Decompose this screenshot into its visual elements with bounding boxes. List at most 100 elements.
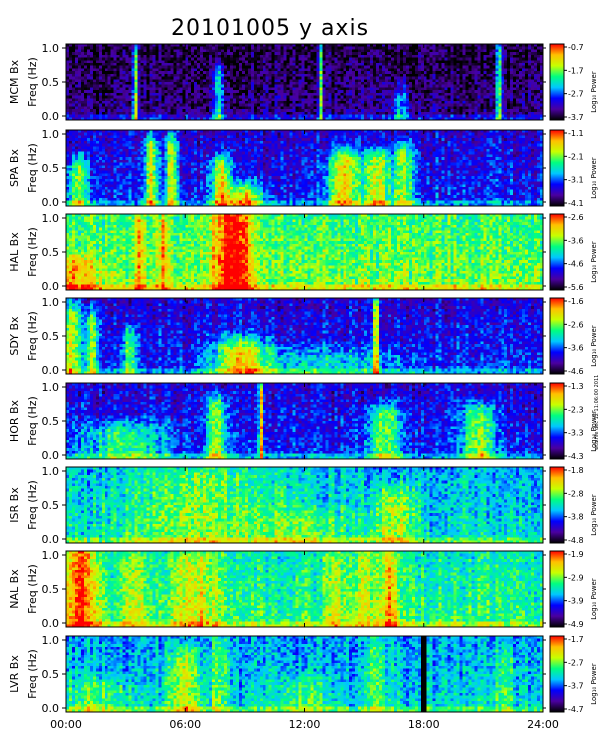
y-tick-label: 0.5 xyxy=(42,162,60,175)
colorbar-tick-label: -3.6 xyxy=(568,236,584,245)
colorbar-nal xyxy=(549,550,565,628)
file-stamp-note: wth.file dec 12 11:06:00 2011 xyxy=(594,374,600,450)
y-tick-label: 0.0 xyxy=(42,533,60,546)
y-tick-label: 0.5 xyxy=(42,668,60,681)
y-axis-label-freq: Freq (Hz) xyxy=(26,480,39,530)
panel-lvr: 1.0 0.5 0.0 LVR Bx Freq (Hz) -1.7 -2.7 -3.7 -4.7… xyxy=(8,634,598,715)
colorbar-tick-label: -1.7 xyxy=(568,635,584,644)
colorbar-label: Log₁₀ Power xyxy=(590,494,598,536)
y-tick-label: 1.0 xyxy=(42,212,60,225)
colorbar-tick-label: -1.1 xyxy=(568,129,584,138)
colorbar-tick-label: -2.9 xyxy=(568,573,584,582)
y-tick-label: 0.0 xyxy=(42,364,60,377)
panel-isr: 1.0 0.5 0.0 ISR Bx Freq (Hz) -1.8 -2.8 -3.8 -4.8… xyxy=(8,465,598,546)
chart-title: 20101005 y axis xyxy=(170,16,370,41)
y-tick-label: 0.5 xyxy=(42,246,60,259)
colorbar-tick-label: -4.8 xyxy=(568,536,584,545)
spectrogram-sdy xyxy=(66,298,543,374)
y-axis-label-station: MCM Bx xyxy=(8,59,21,104)
spectrogram-spa xyxy=(66,130,543,206)
colorbar-isr xyxy=(549,466,565,544)
colorbar-tick-label: -2.3 xyxy=(568,405,584,414)
y-axis-label-station: ISR Bx xyxy=(8,487,21,523)
y-axis-label-freq: Freq (Hz) xyxy=(26,564,39,614)
y-tick-label: 0.0 xyxy=(42,110,60,123)
y-tick-label: 0.5 xyxy=(42,415,60,428)
colorbar-label: Log₁₀ Power xyxy=(590,71,598,113)
colorbar-tick-label: -4.6 xyxy=(568,260,584,269)
colorbar-tick-label: -4.1 xyxy=(568,199,584,208)
colorbar-tick-label: -4.6 xyxy=(568,367,584,376)
colorbar-tick-label: -4.9 xyxy=(568,620,584,629)
panel-sdy: 1.0 0.5 0.0 SDY Bx Freq (Hz) -1.6 -2.6 -3.6 -4.6… xyxy=(8,296,598,377)
y-tick-label: 1.0 xyxy=(42,634,60,647)
spectrogram-mcm xyxy=(66,44,543,120)
colorbar-spa xyxy=(549,129,565,207)
x-tick-label: 12:00 xyxy=(289,718,321,731)
spectrogram-isr xyxy=(66,467,543,543)
colorbar-tick-label: -2.6 xyxy=(568,213,584,222)
y-tick-label: 1.0 xyxy=(42,128,60,141)
colorbar-label: Log₁₀ Power xyxy=(590,663,598,705)
colorbar-tick-label: -1.8 xyxy=(568,466,584,475)
y-axis-label-station: HAL Bx xyxy=(8,232,21,272)
y-axis-label-station: HOR Bx xyxy=(8,399,21,442)
colorbar-label: Log₁₀ Power xyxy=(590,325,598,367)
colorbar-tick-label: -4.7 xyxy=(568,705,584,714)
y-axis-label-freq: Freq (Hz) xyxy=(26,311,39,361)
y-tick-label: 0.5 xyxy=(42,499,60,512)
y-tick-label: 0.5 xyxy=(42,330,60,343)
colorbar-tick-label: -2.8 xyxy=(568,489,584,498)
y-tick-label: 1.0 xyxy=(42,381,60,394)
colorbar-tick-label: -4.3 xyxy=(568,452,584,461)
y-axis-label-freq: Freq (Hz) xyxy=(26,227,39,277)
y-tick-label: 0.0 xyxy=(42,196,60,209)
colorbar-label: Log₁₀ Power xyxy=(590,241,598,283)
y-axis-label-station: LVR Bx xyxy=(8,655,21,693)
y-tick-label: 0.0 xyxy=(42,617,60,630)
colorbar-tick-label: -5.6 xyxy=(568,283,584,292)
spectrogram-nal xyxy=(66,551,543,627)
y-tick-label: 0.5 xyxy=(42,583,60,596)
y-tick-label: 1.0 xyxy=(42,465,60,478)
colorbar-tick-label: -1.9 xyxy=(568,550,584,559)
y-axis-label-freq: Freq (Hz) xyxy=(26,57,39,107)
colorbar-lvr xyxy=(549,635,565,713)
colorbar-tick-label: -1.6 xyxy=(568,297,584,306)
colorbar-tick-label: -2.7 xyxy=(568,658,584,667)
y-tick-label: 0.0 xyxy=(42,280,60,293)
x-tick-label: 18:00 xyxy=(408,718,440,731)
y-tick-label: 0.5 xyxy=(42,76,60,89)
spectrogram-hor xyxy=(66,383,543,459)
colorbar-tick-label: -3.9 xyxy=(568,597,584,606)
x-tick-label: 00:00 xyxy=(50,718,82,731)
colorbar-tick-label: -3.7 xyxy=(568,113,584,122)
panel-hal: 1.0 0.5 0.0 HAL Bx Freq (Hz) -2.6 -3.6 -4.6 -5.6… xyxy=(8,212,598,293)
y-tick-label: 1.0 xyxy=(42,296,60,309)
colorbar-hor xyxy=(549,382,565,460)
panel-spa: 1.0 0.5 0.0 SPA Bx Freq (Hz) -1.1 -2.1 -3.1 -4.1… xyxy=(8,128,598,209)
x-tick-label: 06:00 xyxy=(169,718,201,731)
colorbar-tick-label: -3.6 xyxy=(568,344,584,353)
colorbar-label: Log₁₀ Power xyxy=(590,157,598,199)
spectrogram-hal xyxy=(66,214,543,290)
colorbar-tick-label: -2.7 xyxy=(568,90,584,99)
colorbar-tick-label: -2.6 xyxy=(568,320,584,329)
y-tick-label: 1.0 xyxy=(42,42,60,55)
colorbar-tick-label: -3.8 xyxy=(568,513,584,522)
colorbar-tick-label: -3.3 xyxy=(568,429,584,438)
colorbar-tick-label: -3.1 xyxy=(568,176,584,185)
y-axis-label-station: SDY Bx xyxy=(8,316,21,356)
colorbar-tick-label: -1.3 xyxy=(568,382,584,391)
colorbar-tick-label: -0.7 xyxy=(568,43,584,52)
colorbar-hal xyxy=(549,213,565,291)
y-axis-label-station: NAL Bx xyxy=(8,569,21,609)
y-axis-label-station: SPA Bx xyxy=(8,149,21,187)
y-tick-label: 0.0 xyxy=(42,702,60,715)
y-axis-label-freq: Freq (Hz) xyxy=(26,143,39,193)
panel-mcm: 1.0 0.5 0.0 MCM Bx Freq (Hz) -0.7 -1.7 -2.7 -3.7… xyxy=(8,42,598,123)
spectrogram-lvr xyxy=(66,636,543,712)
y-tick-label: 1.0 xyxy=(42,549,60,562)
panel-nal: 1.0 0.5 0.0 NAL Bx Freq (Hz) -1.9 -2.9 -3.9 -4.9… xyxy=(8,549,598,630)
